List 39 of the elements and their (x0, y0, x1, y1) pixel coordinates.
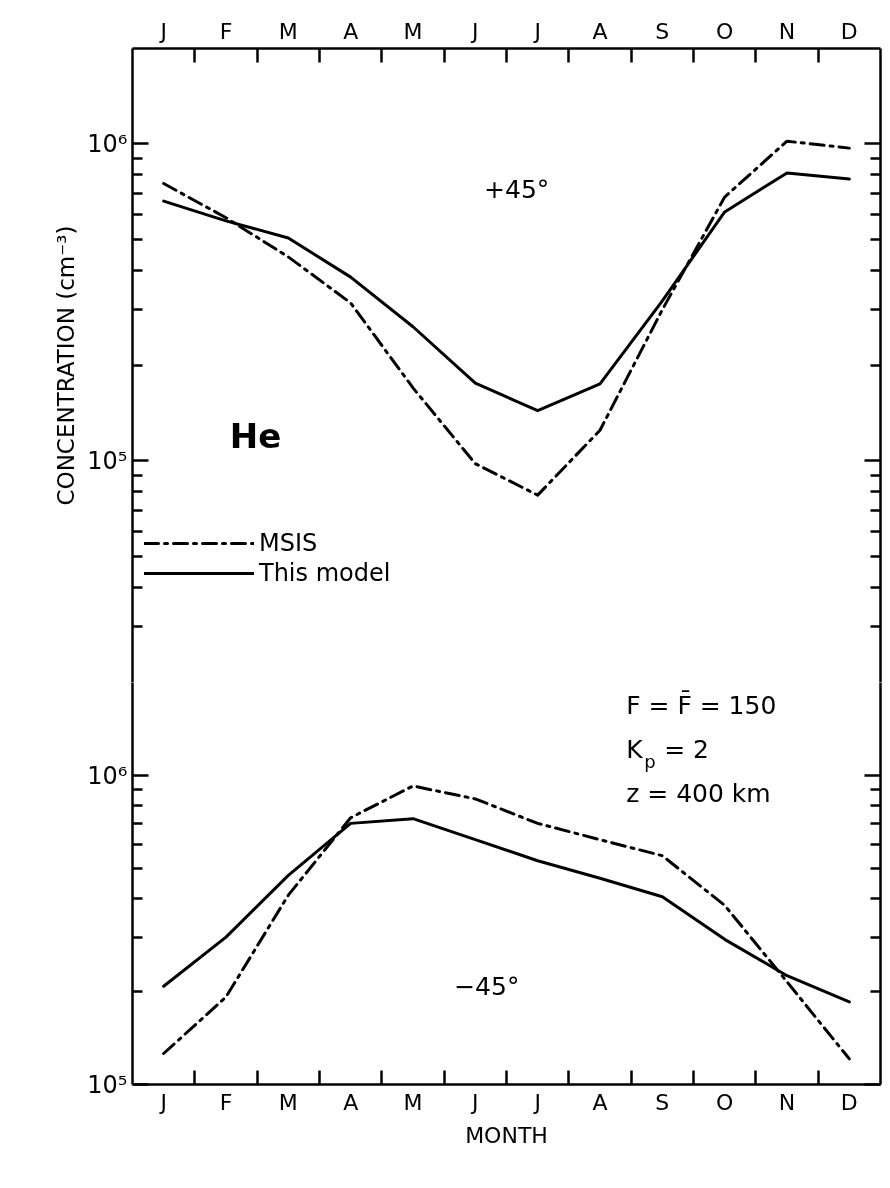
x-tick-label: A (592, 18, 608, 44)
x-tick-label: O (716, 18, 734, 44)
x-tick-label: N (778, 1089, 796, 1115)
x-tick-label: M (403, 18, 423, 44)
annotation: F = F̄ = 150 (626, 689, 777, 720)
line-series (162, 784, 851, 1061)
legend-label: This model (259, 559, 391, 587)
x-axis-title: MONTH (465, 1122, 548, 1148)
x-tick-label: J (532, 1089, 541, 1115)
line-series (162, 139, 851, 497)
x-tick-label: A (343, 1089, 359, 1115)
x-tick-label: O (716, 1089, 734, 1115)
x-tick-label: D (840, 18, 858, 44)
annotation: −45° (454, 971, 520, 1001)
annotation: z = 400 km (626, 778, 771, 808)
x-tick-label: M (403, 1089, 423, 1115)
x-tick-label: M (278, 18, 298, 44)
y-tick-label: 10⁵ (87, 1070, 128, 1099)
x-tick-label: J (158, 1089, 167, 1115)
x-tick-label: D (840, 1089, 858, 1115)
x-tick-label: J (532, 18, 541, 44)
x-tick-label: A (343, 18, 359, 44)
x-tick-label: M (278, 1089, 298, 1115)
x-tick-label: J (158, 18, 167, 44)
x-tick-label: A (592, 1089, 608, 1115)
x-tick-label: J (470, 1089, 479, 1115)
x-tick-label: F (219, 1089, 233, 1115)
legend-label: MSIS (259, 529, 318, 557)
x-tick-label: N (778, 18, 796, 44)
annotation: He (229, 416, 282, 457)
x-tick-label: S (655, 18, 670, 44)
x-tick-label: J (470, 18, 479, 44)
x-tick-label: S (655, 1089, 670, 1115)
y-axis-title: CONCENTRATION (cm⁻³) (53, 225, 80, 506)
annotation: +45° (484, 175, 550, 205)
x-tick-label: F (219, 18, 233, 44)
y-tick-label: 10⁵ (87, 446, 128, 475)
y-tick-label: 10⁶ (87, 761, 128, 790)
y-tick-label: 10⁶ (87, 129, 128, 158)
